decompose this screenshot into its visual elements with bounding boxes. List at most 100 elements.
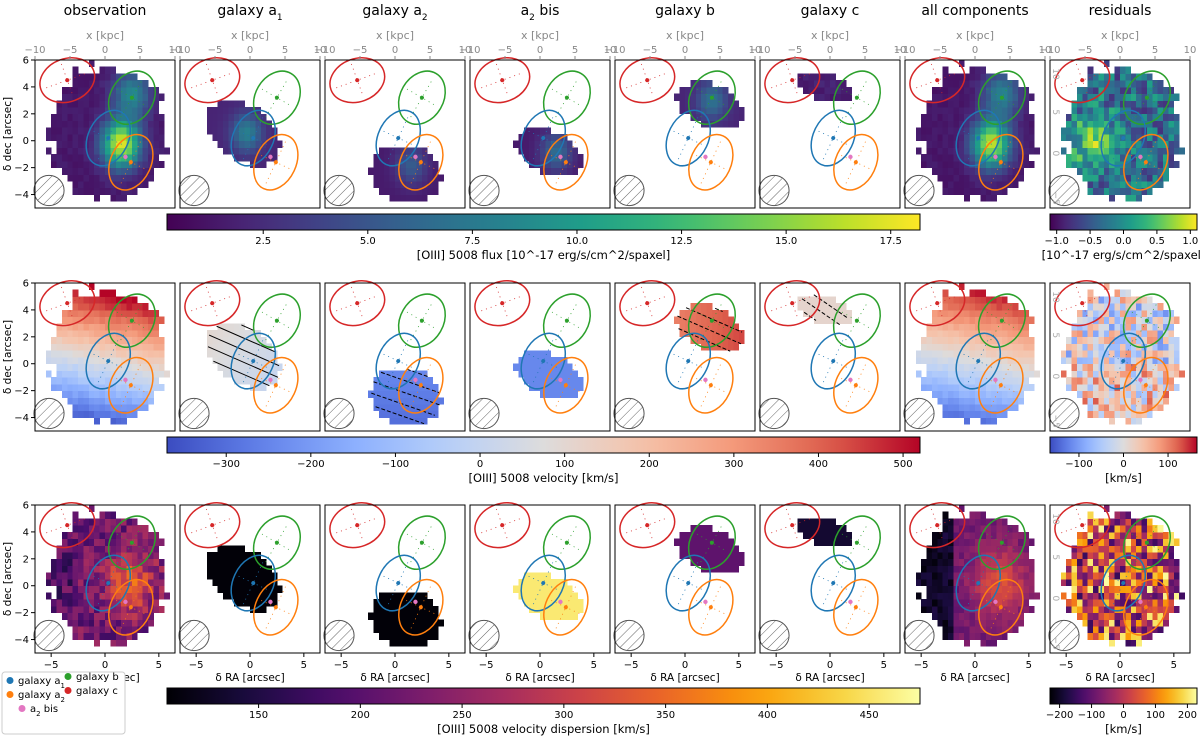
pixel [1109, 532, 1115, 539]
colorbar-tick-label: 0 [1120, 459, 1126, 470]
right-axis-tick-label: 5 [1050, 554, 1060, 560]
pixel [980, 512, 986, 519]
pixel [67, 599, 73, 606]
pixel [1131, 613, 1137, 620]
pixel [132, 364, 138, 371]
pixel [94, 545, 100, 552]
pixel [921, 579, 927, 586]
beam-hatched-circle [614, 620, 644, 650]
pixel [567, 391, 573, 398]
x-axis-tick-label: 5 [1026, 660, 1032, 671]
pixel [1088, 512, 1094, 519]
pixel [980, 94, 986, 101]
pixel [1088, 559, 1094, 566]
pixel [1061, 127, 1067, 134]
pixel [228, 566, 234, 573]
pixel [127, 572, 133, 579]
pixel [1077, 107, 1083, 114]
pixel [970, 397, 976, 404]
pixel [1077, 310, 1083, 317]
colorbar-gradient [1050, 437, 1197, 453]
pixel [1109, 391, 1115, 398]
pixel [78, 364, 84, 371]
pixel [1136, 572, 1142, 579]
pixel [1152, 539, 1158, 546]
pixel [1029, 114, 1035, 121]
pixel [218, 572, 224, 579]
pixel [143, 566, 149, 573]
pixel [1013, 121, 1019, 128]
pixel [535, 161, 541, 168]
pixel [814, 539, 820, 546]
pixel [1007, 599, 1013, 606]
pixel [1013, 154, 1019, 161]
pixel [1007, 87, 1013, 94]
pixel [1147, 525, 1153, 532]
pixel [132, 296, 138, 303]
pixel [239, 141, 245, 148]
pixel [116, 100, 122, 107]
pixel [132, 572, 138, 579]
pixel [1066, 161, 1072, 168]
pixel [373, 174, 379, 181]
pixel [975, 141, 981, 148]
pixel [1007, 127, 1013, 134]
pixel [234, 107, 240, 114]
pixel [567, 586, 573, 593]
pixel [1120, 181, 1126, 188]
pixel [261, 579, 267, 586]
pixel [73, 134, 79, 141]
pixel [417, 147, 423, 154]
pixel [1168, 592, 1174, 599]
pixel [1098, 344, 1104, 351]
pixel [89, 539, 95, 546]
pixel [964, 586, 970, 593]
y-axis-tick-label: −4 [14, 190, 29, 201]
pixel [1018, 566, 1024, 573]
pixel [94, 350, 100, 357]
pixel [78, 626, 84, 633]
pixel [1066, 384, 1072, 391]
pixel [137, 330, 143, 337]
pixel [406, 613, 412, 620]
pixel [132, 127, 138, 134]
pixel [57, 344, 63, 351]
x-axis-label: δ RA [arcsec] [360, 672, 429, 684]
pixel [733, 107, 739, 114]
beam-hatched-circle [179, 175, 209, 205]
pixel [1152, 606, 1158, 613]
pixel [57, 147, 63, 154]
pixel [422, 174, 428, 181]
pixel [83, 73, 89, 80]
pixel [1158, 100, 1164, 107]
pixel [1142, 592, 1148, 599]
pixel [1029, 539, 1035, 546]
pixel [100, 181, 106, 188]
pixel [1168, 599, 1174, 606]
pixel [964, 94, 970, 101]
pixel [406, 619, 412, 626]
pixel [127, 296, 133, 303]
pixel [89, 174, 95, 181]
pixel [1082, 559, 1088, 566]
pixel [110, 512, 116, 519]
pixel [943, 357, 949, 364]
pixel [970, 80, 976, 87]
pixel [1093, 154, 1099, 161]
pixel [433, 606, 439, 613]
pixel [937, 94, 943, 101]
pixel [943, 121, 949, 128]
pixel [948, 350, 954, 357]
pixel [1152, 168, 1158, 175]
pixel [89, 168, 95, 175]
pixel [1098, 174, 1104, 181]
pixel [127, 518, 133, 525]
pixel [245, 154, 251, 161]
pixel [723, 94, 729, 101]
colorbar-gradient [167, 688, 920, 704]
pixel [529, 357, 535, 364]
pixel [1174, 337, 1180, 344]
pixel [970, 174, 976, 181]
pixel [116, 147, 122, 154]
pixel [1163, 539, 1169, 546]
